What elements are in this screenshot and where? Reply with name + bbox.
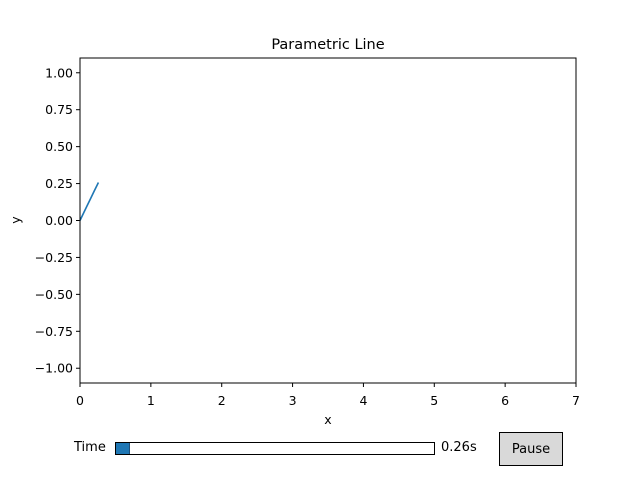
y-tick-label: 0.00 bbox=[45, 213, 73, 228]
time-slider[interactable] bbox=[115, 442, 435, 455]
y-tick-label: 0.25 bbox=[45, 176, 73, 191]
x-axis-ticks: 0 1 2 3 4 5 6 7 bbox=[76, 383, 580, 408]
y-tick-label: 1.00 bbox=[45, 65, 73, 80]
x-tick-label: 1 bbox=[147, 393, 155, 408]
y-tick-label: −0.25 bbox=[35, 250, 73, 265]
pause-button[interactable]: Pause bbox=[499, 432, 563, 466]
y-tick-label: 0.50 bbox=[45, 139, 73, 154]
slider-value: 0.26s bbox=[441, 440, 477, 455]
y-tick-label: −0.50 bbox=[35, 287, 73, 302]
x-tick-label: 0 bbox=[76, 393, 84, 408]
plot-frame bbox=[79, 57, 577, 384]
x-tick-label: 7 bbox=[572, 393, 580, 408]
y-axis-label: y bbox=[8, 216, 23, 224]
y-tick-label: −0.75 bbox=[35, 324, 73, 339]
series-layer bbox=[79, 182, 100, 221]
y-tick-label: −1.00 bbox=[35, 361, 73, 376]
slider-fill bbox=[116, 443, 129, 454]
slider-label: Time bbox=[74, 440, 106, 455]
x-tick-label: 3 bbox=[289, 393, 297, 408]
plot-area bbox=[80, 58, 576, 383]
slider-handle[interactable] bbox=[129, 443, 130, 454]
y-axis-ticks: 1.00 0.75 0.50 0.25 0.00 −0.25 −0.50 −0.75 −1.00 bbox=[35, 65, 80, 376]
x-tick-label: 4 bbox=[359, 393, 367, 408]
chart-title: Parametric Line bbox=[271, 37, 384, 53]
x-tick-label: 2 bbox=[218, 393, 226, 408]
x-tick-label: 5 bbox=[430, 393, 438, 408]
series-line bbox=[79, 182, 100, 221]
x-tick-label: 6 bbox=[501, 393, 509, 408]
y-tick-label: 0.75 bbox=[45, 102, 73, 117]
x-axis-label: x bbox=[324, 412, 331, 427]
